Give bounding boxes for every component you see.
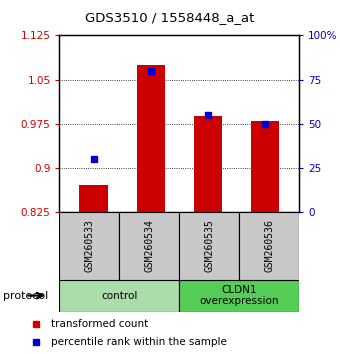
Bar <box>137 65 165 212</box>
Bar <box>193 116 222 212</box>
Text: protocol: protocol <box>3 291 49 301</box>
Text: control: control <box>101 291 138 301</box>
Bar <box>180 212 239 280</box>
Text: GSM260535: GSM260535 <box>204 219 214 273</box>
Text: percentile rank within the sample: percentile rank within the sample <box>51 337 227 347</box>
Text: GDS3510 / 1558448_a_at: GDS3510 / 1558448_a_at <box>85 11 255 24</box>
Text: CLDN1
overexpression: CLDN1 overexpression <box>200 285 279 307</box>
Text: transformed count: transformed count <box>51 319 149 329</box>
Text: GSM260534: GSM260534 <box>144 219 154 273</box>
Text: GSM260533: GSM260533 <box>84 219 95 273</box>
Bar <box>59 280 180 312</box>
Bar <box>239 212 299 280</box>
Bar <box>80 185 108 212</box>
Bar <box>119 212 180 280</box>
Bar <box>59 212 119 280</box>
Bar <box>251 121 279 212</box>
Text: GSM260536: GSM260536 <box>264 219 274 273</box>
Bar <box>180 280 299 312</box>
